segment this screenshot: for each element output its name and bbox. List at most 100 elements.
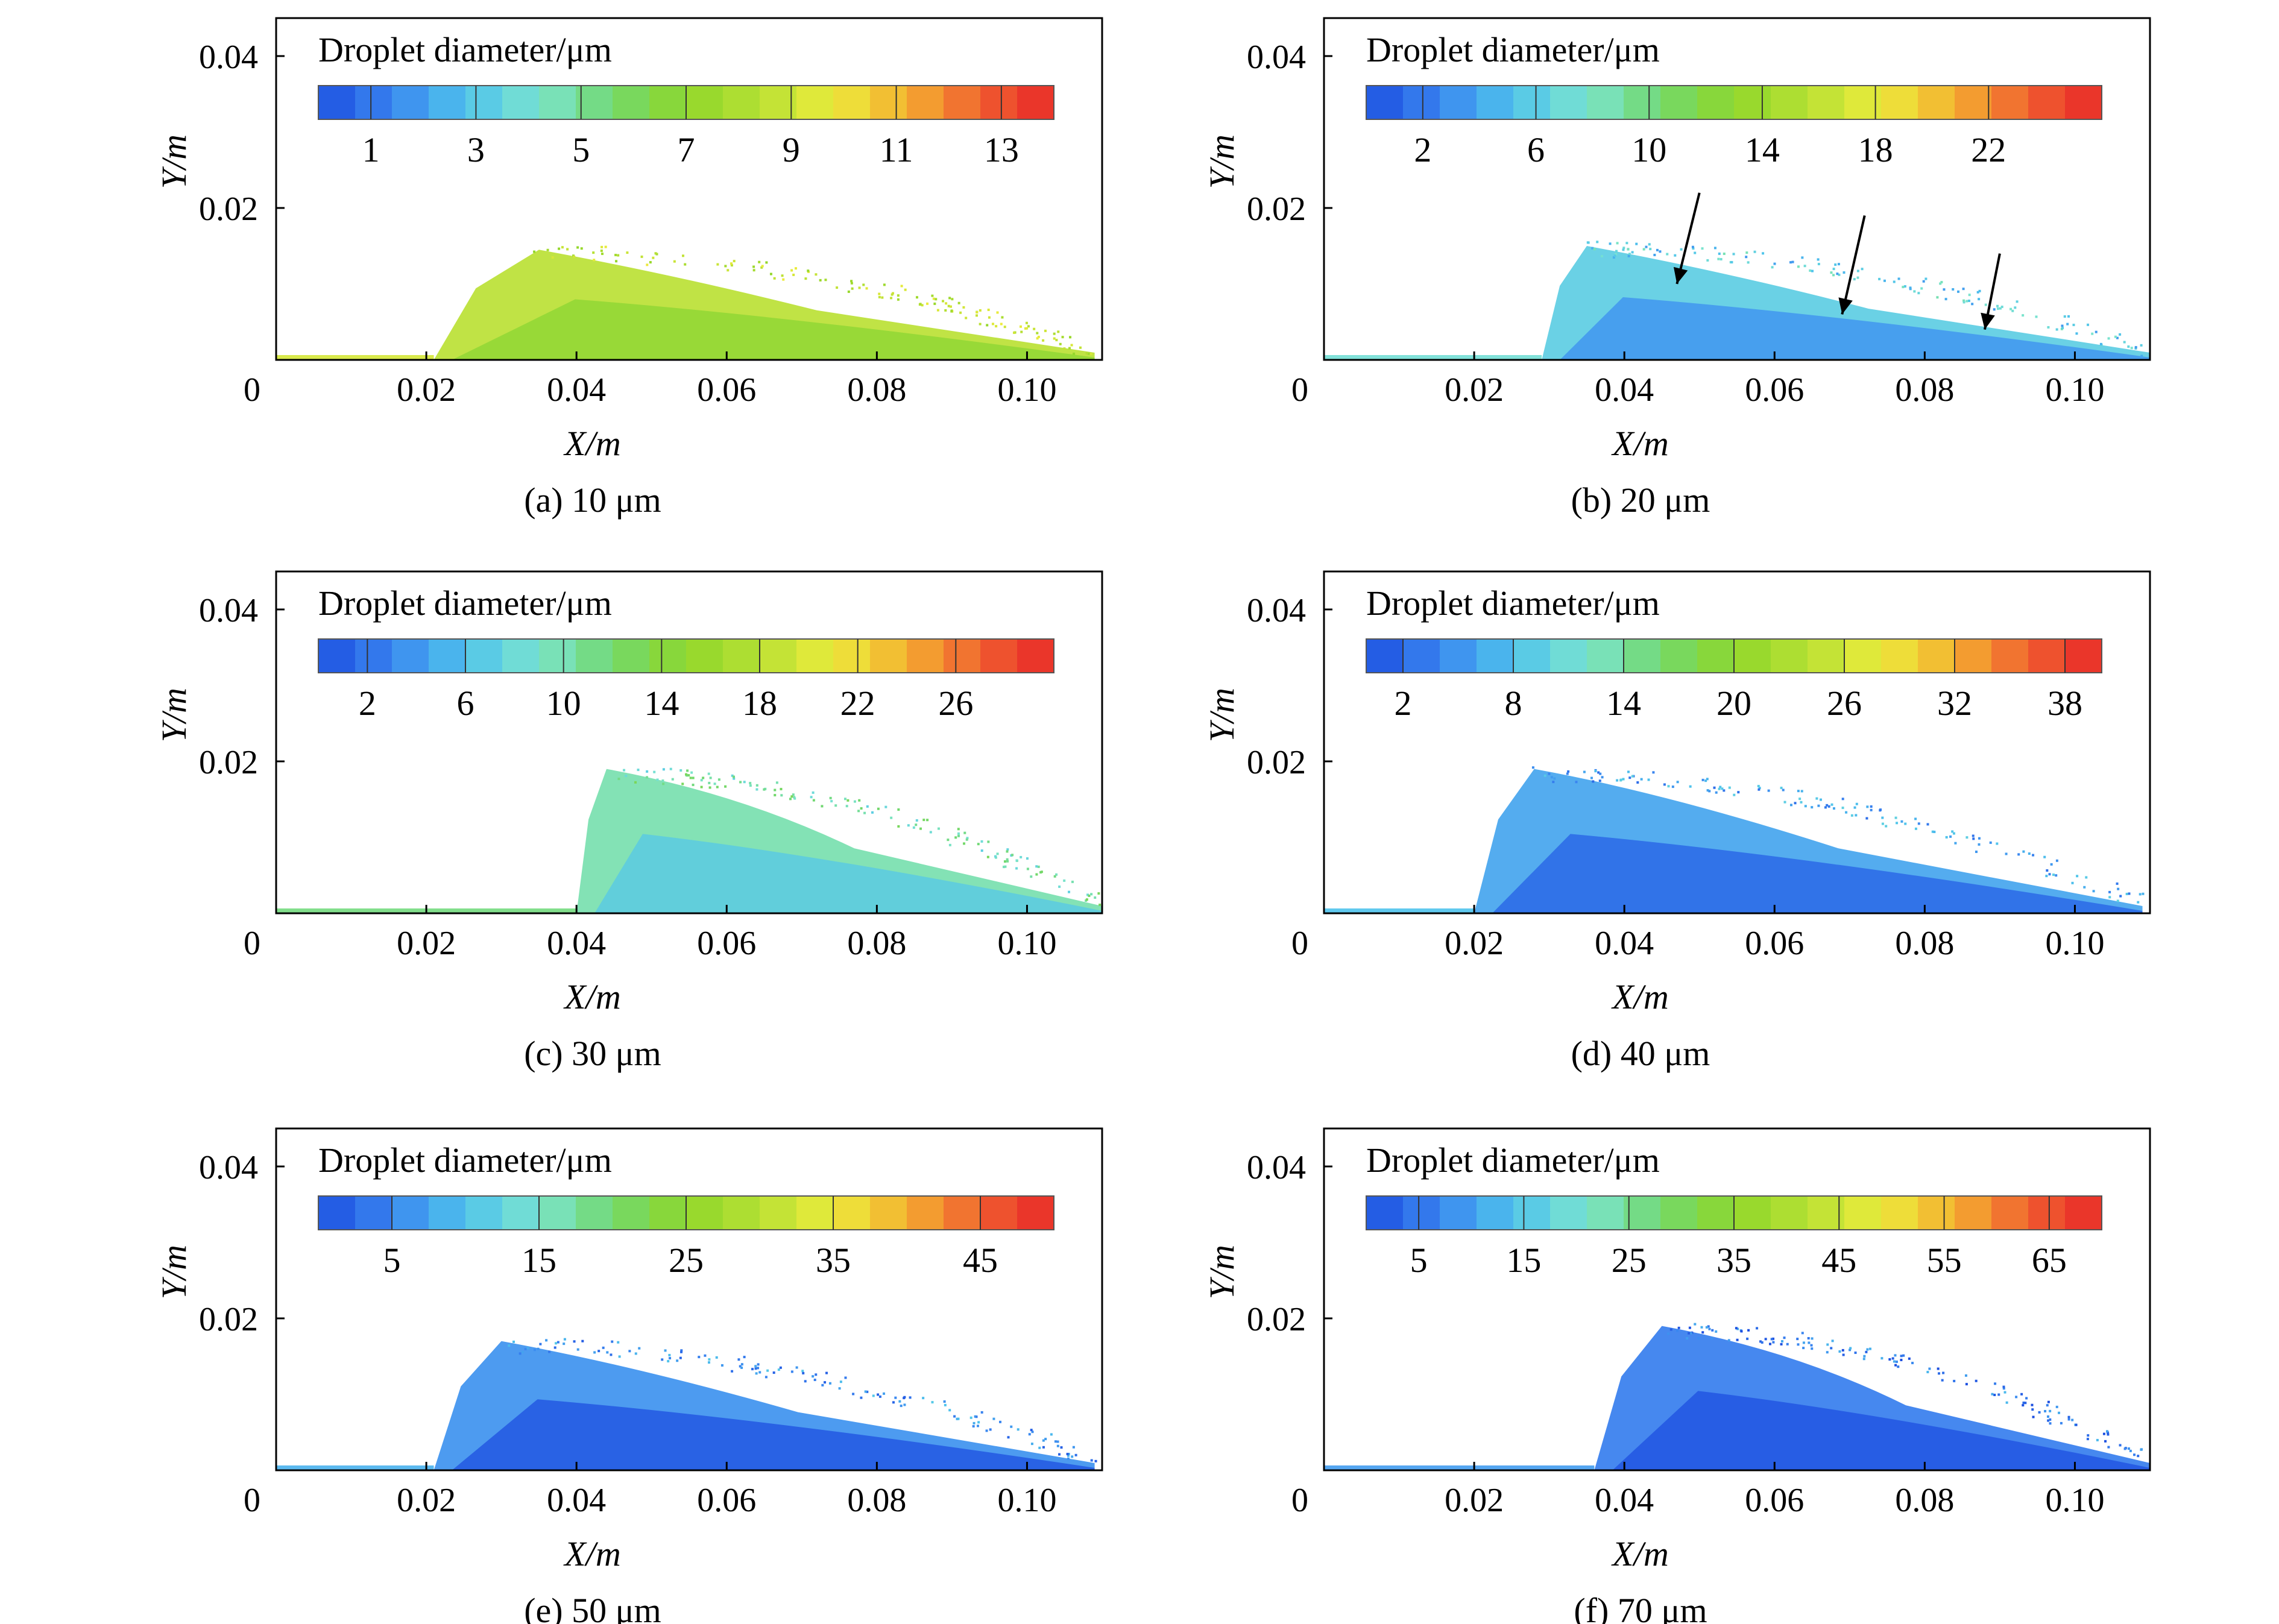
- droplet: [1013, 331, 1016, 334]
- droplet: [709, 776, 712, 779]
- droplet: [679, 769, 682, 772]
- droplet: [2046, 869, 2049, 872]
- droplet: [1599, 772, 1602, 775]
- droplet: [1841, 798, 1844, 801]
- droplet: [2055, 328, 2058, 331]
- colorbar-segment: [907, 639, 944, 673]
- colorbar-segment: [1991, 639, 2029, 673]
- droplet: [1616, 779, 1619, 782]
- droplet: [1893, 1360, 1896, 1363]
- colorbar-segment: [1403, 639, 1440, 673]
- droplet: [828, 1382, 831, 1385]
- droplet: [931, 1401, 934, 1404]
- droplet: [824, 1381, 827, 1384]
- droplet: [1667, 785, 1670, 788]
- droplet: [1690, 1332, 1693, 1335]
- droplet: [1796, 1338, 1799, 1341]
- droplet: [1026, 867, 1029, 870]
- colorbar-tick-label: 5: [1410, 1241, 1428, 1280]
- droplet: [2072, 324, 2075, 327]
- droplet: [2071, 881, 2074, 884]
- colorbar-segment: [355, 639, 392, 673]
- droplet: [866, 1390, 869, 1393]
- droplet: [1904, 822, 1907, 825]
- y-tick-label: 0.04: [199, 39, 258, 76]
- droplet: [1900, 1355, 1903, 1358]
- droplet: [1926, 1371, 1929, 1374]
- droplet: [1594, 770, 1597, 773]
- colorbar-segment: [1881, 1196, 1918, 1230]
- droplet: [1972, 834, 1975, 837]
- colorbar-segment: [1513, 86, 1551, 119]
- droplet: [1727, 1339, 1730, 1342]
- droplet: [936, 309, 939, 312]
- droplet: [1764, 1338, 1767, 1341]
- droplet: [724, 265, 727, 268]
- droplet: [1922, 280, 1925, 283]
- droplet: [1587, 241, 1590, 244]
- wall-film: [1324, 355, 1542, 360]
- droplet: [2011, 309, 2014, 312]
- droplet: [942, 300, 945, 303]
- droplet: [979, 323, 982, 326]
- droplet: [508, 1344, 511, 1347]
- droplet: [1659, 250, 1662, 253]
- colorbar-segment: [613, 1196, 650, 1230]
- panel-e: 0 0.02 0.04 0.06 0.08 0.10 0.02 0.04 X/m Y/m (e) 5…: [154, 1127, 1103, 1624]
- droplet: [634, 781, 637, 784]
- droplet: [2139, 893, 2142, 896]
- droplet: [2060, 1421, 2063, 1424]
- droplet: [1061, 336, 1064, 339]
- droplet: [1531, 766, 1534, 769]
- droplet: [2047, 326, 2050, 329]
- droplet: [751, 1368, 754, 1371]
- droplet: [667, 1360, 670, 1363]
- droplet: [2014, 306, 2017, 309]
- droplet: [524, 1347, 527, 1350]
- droplet: [2133, 1453, 2136, 1456]
- colorbar-segment: [392, 1196, 429, 1230]
- droplet: [1631, 251, 1634, 254]
- droplet: [563, 1338, 566, 1341]
- droplet: [1997, 1393, 2000, 1396]
- droplet: [775, 781, 778, 784]
- droplet: [793, 797, 796, 800]
- droplet: [1841, 807, 1844, 810]
- droplet: [979, 309, 982, 312]
- colorbar-segment: [686, 1196, 723, 1230]
- droplet: [1030, 1443, 1033, 1446]
- droplet: [2102, 1432, 2105, 1435]
- colorbar-tick-label: 35: [1716, 1241, 1751, 1280]
- droplet: [1677, 1326, 1680, 1329]
- droplet: [1832, 268, 1835, 271]
- droplet: [957, 832, 960, 835]
- droplet: [807, 269, 810, 272]
- colorbar-segment: [1918, 639, 1955, 673]
- wall-film: [276, 355, 434, 360]
- droplet: [2047, 1415, 2050, 1418]
- colorbar-segment: [2028, 86, 2066, 119]
- droplet: [2096, 1438, 2099, 1441]
- droplet: [926, 819, 929, 822]
- droplet: [1802, 1347, 1805, 1350]
- colorbar-segment: [980, 1196, 1018, 1230]
- droplet: [1612, 256, 1615, 259]
- droplet: [1074, 1453, 1077, 1456]
- colorbar-segment: [870, 1196, 907, 1230]
- x-tick-label: 0.04: [1595, 925, 1654, 962]
- droplet: [720, 1364, 723, 1367]
- colorbar-segment: [1403, 86, 1440, 119]
- droplet: [752, 265, 755, 268]
- droplet: [1894, 816, 1897, 819]
- droplet: [1728, 786, 1731, 789]
- droplet: [1838, 273, 1841, 276]
- colorbar-segment: [870, 86, 907, 119]
- colorbar-segment: [576, 1196, 613, 1230]
- droplet: [628, 1350, 631, 1353]
- colorbar-tick-label: 11: [880, 130, 913, 169]
- droplet: [1920, 287, 1923, 290]
- droplet: [1087, 352, 1090, 355]
- droplet: [966, 837, 969, 840]
- droplet: [554, 1342, 557, 1345]
- droplet: [2116, 882, 2119, 885]
